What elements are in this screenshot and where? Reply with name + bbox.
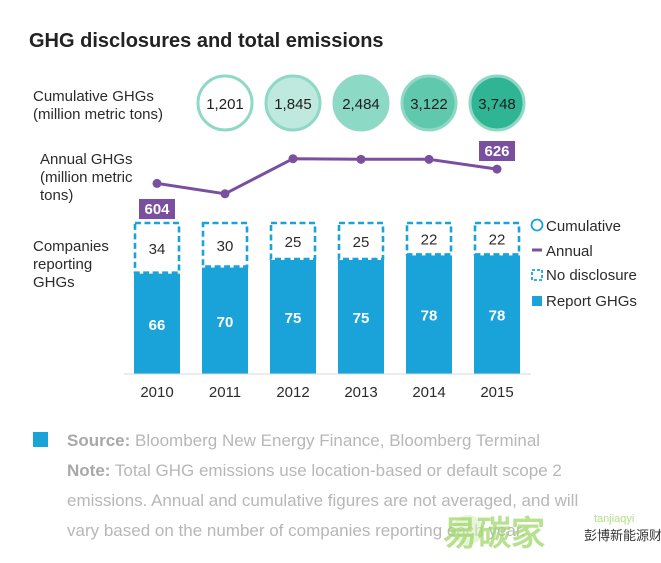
annual-callout-box-first [139,199,175,219]
label-report-2012: 75 [285,310,302,327]
cumulative-value-2: 1,845 [274,96,312,113]
annual-point-2015 [492,164,502,174]
chart-title: GHG disclosures and total emissions [29,30,384,52]
companies-label-1: Companies [33,238,109,255]
watermark-mark: 易碳家 [443,514,545,554]
watermark-sub: 彭博新能源财经 [584,528,661,544]
legend-item-report: Report GHGs [532,293,637,310]
legend-no-disclosure-icon [531,269,543,281]
bar-report-2012 [270,260,316,374]
annual-line: 604 626 [139,141,515,219]
annual-callout-last: 626 [484,143,509,160]
note-label: Note: [67,461,110,480]
note-line-2: emissions. Annual and cumulative figures… [67,491,578,510]
tick-label-2014: 2014 [412,384,445,401]
legend-report-icon [532,296,542,306]
cumulative-value-4: 3,122 [410,96,448,113]
bar-no-disclosure-2011 [201,221,249,268]
companies-label-3: GHGs [33,274,75,291]
note-line-1: Note: Total GHG emissions use location-b… [67,461,562,480]
cumulative-circle-4 [400,74,458,132]
annual-label-3: tons) [40,187,73,204]
annual-callout-first: 604 [144,201,170,218]
note-line-3: vary based on the number of companies re… [67,521,525,540]
bar-report-2011 [202,267,248,374]
cumulative-value-5: 3,748 [478,96,516,113]
bar-report-2015 [474,255,520,374]
legend-item-cumulative: Cumulative [530,218,621,235]
bar-no-disclosure-2013 [337,221,385,261]
bar-no-disclosure-2012 [269,221,317,261]
label-no-disclosure-2014: 22 [421,232,438,249]
annual-polyline [156,157,498,196]
cumulative-circle-3 [332,74,390,132]
note-text-1: Total GHG emissions use location-based o… [110,461,561,480]
cumulative-value-1: 1,201 [206,96,244,113]
annual-point-2011 [220,189,230,199]
legend: Cumulative Annual No disclosure Report G… [530,218,637,310]
companies-label-2: reporting [33,256,92,273]
legend-cumulative-icon [530,218,544,232]
tick-label-2013: 2013 [344,384,377,401]
source-label: Source: [67,431,130,450]
label-no-disclosure-2012: 25 [285,234,302,251]
watermark-small: tanjiaqyi [594,513,634,525]
bar-no-disclosure-2014 [405,221,453,256]
annual-callout-box-last [479,141,515,161]
source-line: Source: Bloomberg New Energy Finance, Bl… [67,431,540,450]
label-report-2010: 66 [149,317,166,334]
cumulative-value-3: 2,484 [342,96,380,113]
cumulative-circle-1 [196,74,254,132]
label-report-2013: 75 [353,310,370,327]
x-axis-ticks: 2010 2011 2012 2013 2014 2015 [140,384,513,401]
label-report-2014: 78 [421,308,438,325]
annual-point-2013 [356,154,366,164]
source-text: Bloomberg New Energy Finance, Bloomberg … [130,431,540,450]
cumulative-label-1: Cumulative GHGs [33,88,154,105]
cumulative-circle-2 [264,74,322,132]
annual-point-2010 [152,178,162,188]
annual-label-2: (million metric [40,169,133,186]
label-no-disclosure-2015: 22 [489,232,506,249]
legend-cumulative-label: Cumulative [546,218,621,235]
bars: 66 34 70 30 75 25 75 25 78 22 78 22 [133,221,521,374]
tick-label-2015: 2015 [480,384,513,401]
legend-report-label: Report GHGs [546,293,637,310]
tick-label-2011: 2011 [209,384,241,401]
bar-report-2010 [134,273,180,374]
watermark-logo-icon [453,515,483,545]
tick-label-2010: 2010 [140,384,173,401]
watermark-sub-bg [582,522,658,546]
tick-label-2012: 2012 [276,384,309,401]
bar-report-2014 [406,255,452,374]
legend-item-annual: Annual [532,243,593,260]
legend-item-no-disclosure: No disclosure [531,267,637,284]
bar-report-2013 [338,260,384,374]
watermark: 易碳家 彭博新能源财经 tanjiaqyi [443,513,661,554]
label-no-disclosure-2011: 30 [217,238,234,255]
bar-no-disclosure-2010 [133,221,181,274]
legend-no-disclosure-label: No disclosure [546,267,637,284]
annual-label-1: Annual GHGs [40,151,133,168]
label-no-disclosure-2010: 34 [149,241,166,258]
footer-accent-square [33,432,48,447]
annual-point-2014 [424,154,434,164]
cumulative-circle-5 [468,74,526,132]
annual-point-2012 [288,154,298,164]
label-no-disclosure-2013: 25 [353,234,370,251]
cumulative-label-2: (million metric tons) [33,106,163,123]
bar-no-disclosure-2015 [473,221,521,256]
label-report-2011: 70 [217,314,234,331]
legend-annual-label: Annual [546,243,593,260]
cumulative-circles: 1,201 1,845 2,484 3,122 3,748 [196,74,526,132]
label-report-2015: 78 [489,308,506,325]
